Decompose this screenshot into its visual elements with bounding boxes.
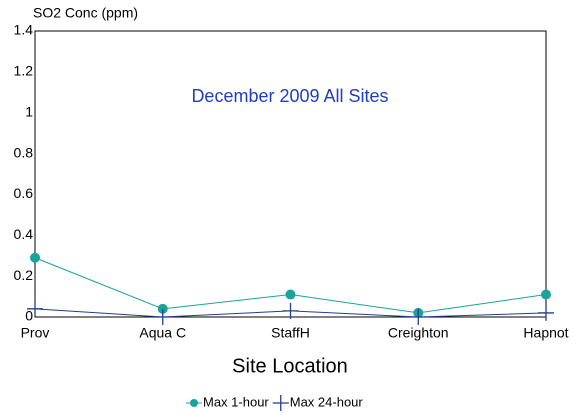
y-tick-label: 0.2 bbox=[14, 267, 34, 283]
data-point bbox=[157, 303, 168, 314]
chart-title: December 2009 All Sites bbox=[191, 86, 388, 106]
y-axis-label: SO2 Conc (ppm) bbox=[33, 5, 138, 21]
y-tick-label: 0 bbox=[25, 308, 33, 324]
legend-key bbox=[272, 395, 289, 411]
data-point bbox=[410, 309, 427, 325]
y-tick-label: 1.4 bbox=[14, 22, 34, 38]
data-point bbox=[538, 304, 554, 321]
legend-label: Max 1-hour bbox=[203, 394, 269, 409]
x-tick-label: StaffH bbox=[271, 325, 310, 341]
data-point bbox=[30, 252, 40, 263]
data-point bbox=[154, 309, 171, 325]
x-axis-label: Site Location bbox=[232, 355, 348, 377]
x-tick-label: Prov bbox=[21, 325, 50, 341]
y-tick-label: 0.6 bbox=[14, 185, 34, 201]
y-tick-label: 1.2 bbox=[14, 63, 34, 79]
x-tick-label: Creighton bbox=[388, 325, 449, 341]
y-tick-label: 0.4 bbox=[14, 226, 34, 242]
data-point bbox=[27, 300, 43, 317]
y-tick-label: 1 bbox=[25, 103, 33, 119]
x-tick-label: Hapnot bbox=[523, 325, 568, 341]
data-point bbox=[285, 289, 296, 300]
legend-label: Max 24-hour bbox=[290, 394, 364, 409]
data-point bbox=[541, 289, 551, 300]
legend-key bbox=[190, 399, 198, 407]
x-tick-label: Aqua C bbox=[139, 325, 186, 341]
data-point bbox=[282, 302, 299, 319]
y-tick-label: 0.8 bbox=[14, 144, 34, 160]
plot-frame bbox=[34, 30, 547, 318]
